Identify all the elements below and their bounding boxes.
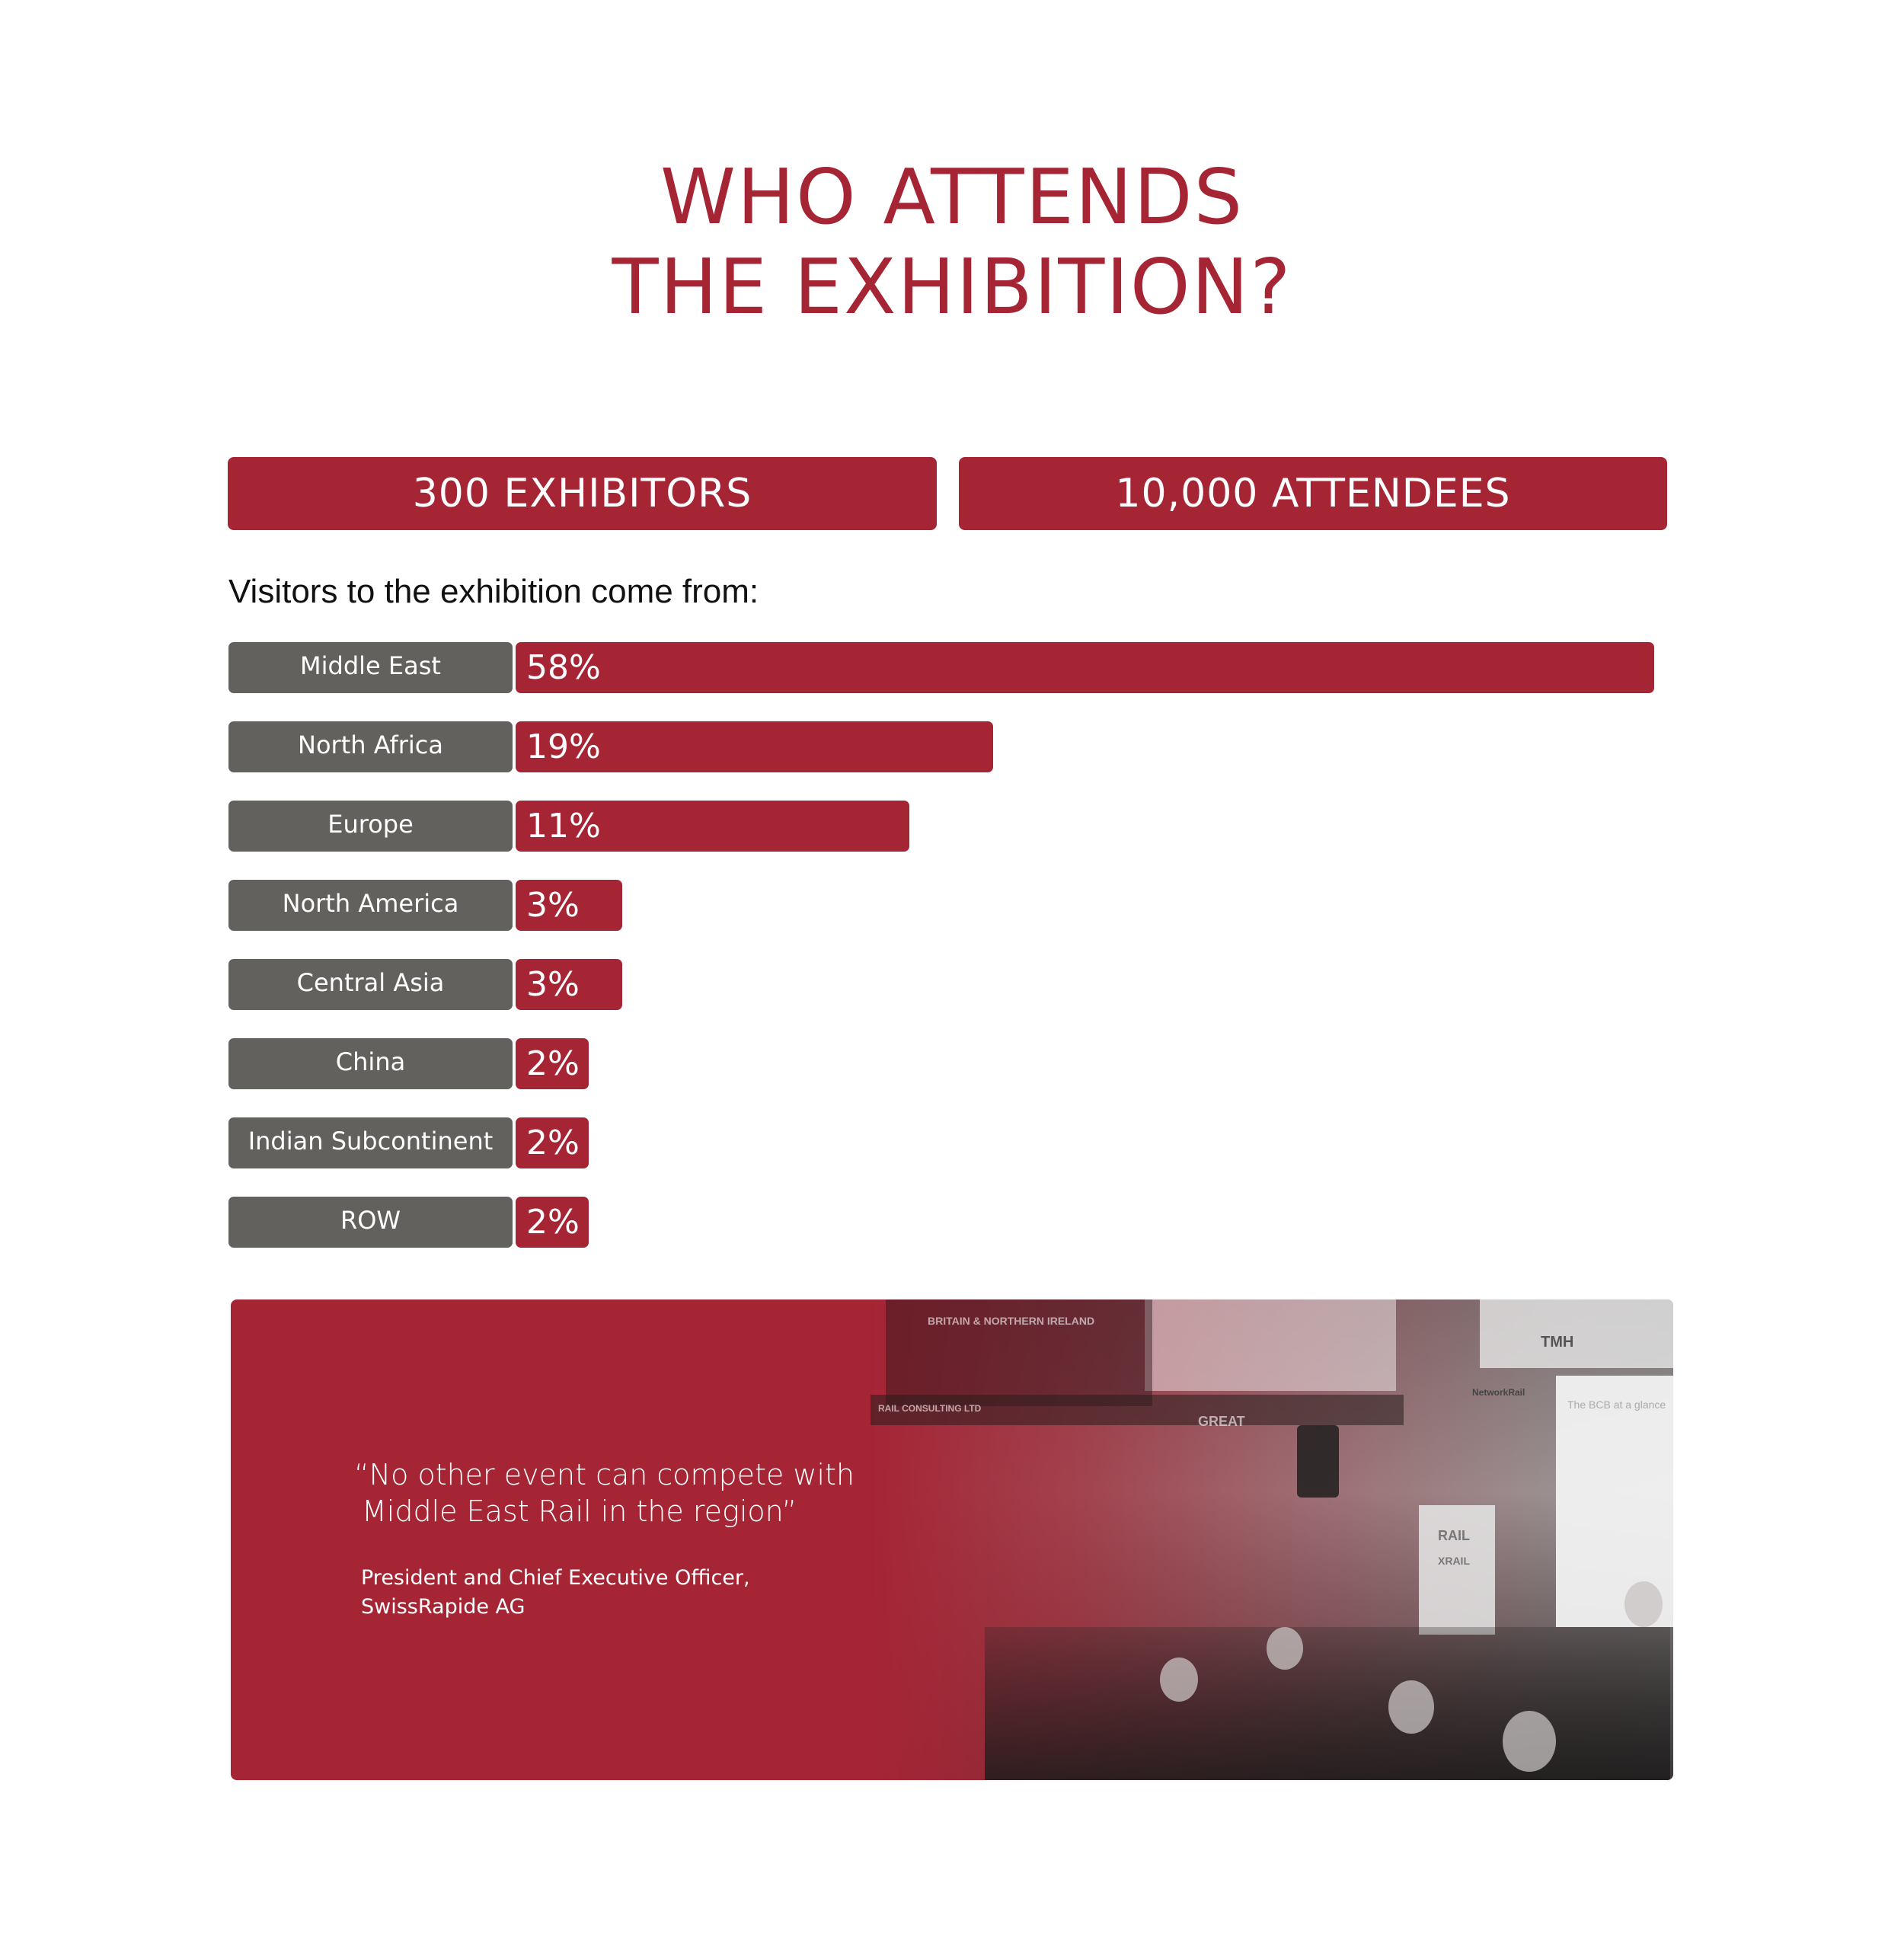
percentage-value: 11%	[526, 807, 601, 846]
percentage-bar: 19%	[516, 721, 993, 772]
chart-row-europe: Europe 11%	[228, 801, 1676, 852]
photo-tmh-text: TMH	[1541, 1334, 1574, 1351]
attribution-role: President and Chief Executive Officer,	[361, 1566, 750, 1590]
region-label: North America	[228, 880, 513, 931]
photo-podium	[1419, 1505, 1495, 1635]
chart-row-north-africa: North Africa 19%	[228, 721, 1676, 772]
quote-line-1: “No other event can compete with	[354, 1458, 855, 1491]
attendees-stat-box: 10,000 ATTENDEES	[959, 457, 1667, 530]
region-label: ROW	[228, 1197, 513, 1248]
percentage-bar: 3%	[516, 880, 622, 931]
percentage-value: 2%	[526, 1203, 580, 1242]
exhibitors-stat-text: 300 EXHIBITORS	[412, 471, 752, 516]
percentage-bar: 58%	[516, 642, 1654, 693]
percentage-bar: 2%	[516, 1117, 589, 1168]
photo-ceiling	[1145, 1299, 1396, 1391]
photo-banner-text: BRITAIN & NORTHERN IRELAND	[928, 1315, 1095, 1327]
region-label: Middle East	[228, 642, 513, 693]
region-label: Europe	[228, 801, 513, 852]
photo-tmh-booth	[1480, 1299, 1673, 1368]
percentage-bar: 3%	[516, 959, 622, 1010]
testimonial-attribution: President and Chief Executive Officer, S…	[361, 1564, 750, 1622]
photo-audience-head	[1388, 1680, 1434, 1734]
chart-row-row: ROW 2%	[228, 1197, 1676, 1248]
chart-row-indian-subcontinent: Indian Subcontinent 2%	[228, 1117, 1676, 1168]
percentage-value: 3%	[526, 965, 580, 1004]
photo-networkrail-text: NetworkRail	[1472, 1387, 1525, 1398]
photo-fascia-text: RAIL CONSULTING LTD	[878, 1403, 982, 1414]
exhibition-photo: BRITAIN & NORTHERN IRELAND RAIL CONSULTI…	[871, 1299, 1673, 1780]
photo-audience-head	[1160, 1657, 1198, 1702]
photo-audience	[985, 1627, 1670, 1780]
percentage-bar: 2%	[516, 1197, 589, 1248]
attribution-company: SwissRapide AG	[361, 1595, 526, 1619]
attendees-stat-text: 10,000 ATTENDEES	[1115, 471, 1511, 516]
region-label: China	[228, 1038, 513, 1089]
photo-loudspeaker	[1297, 1425, 1339, 1498]
percentage-value: 2%	[526, 1124, 580, 1162]
percentage-value: 19%	[526, 727, 601, 766]
page-title: WHO ATTENDS THE EXHIBITION?	[0, 152, 1904, 332]
photo-podium-rail-text: RAIL	[1438, 1528, 1470, 1543]
percentage-bar: 11%	[516, 801, 909, 852]
chart-row-middle-east: Middle East 58%	[228, 642, 1676, 693]
photo-audience-head	[1624, 1581, 1663, 1627]
exhibitors-stat-box: 300 EXHIBITORS	[228, 457, 937, 530]
percentage-value: 2%	[526, 1044, 580, 1083]
region-label: Central Asia	[228, 959, 513, 1010]
title-line-1: WHO ATTENDS	[660, 152, 1244, 241]
photo-podium-xrail-text: XRAIL	[1438, 1555, 1470, 1567]
chart-subtitle: Visitors to the exhibition come from:	[228, 573, 759, 610]
photo-slide-title: The BCB at a glance	[1567, 1399, 1666, 1411]
region-label: North Africa	[228, 721, 513, 772]
photo-audience-head	[1267, 1627, 1303, 1670]
quote-line-2: Middle East Rail in the region”	[362, 1494, 797, 1528]
chart-row-central-asia: Central Asia 3%	[228, 959, 1676, 1010]
percentage-value: 3%	[526, 886, 580, 925]
testimonial-panel: BRITAIN & NORTHERN IRELAND RAIL CONSULTI…	[231, 1299, 1673, 1780]
chart-row-china: China 2%	[228, 1038, 1676, 1089]
title-line-2: THE EXHIBITION?	[612, 242, 1292, 331]
percentage-bar: 2%	[516, 1038, 589, 1089]
photo-uk-banner	[886, 1299, 1152, 1406]
photo-booth-fascia	[871, 1395, 1404, 1425]
region-label: Indian Subcontinent	[228, 1117, 513, 1168]
testimonial-quote: “No other event can compete with Middle …	[354, 1456, 855, 1530]
percentage-value: 58%	[526, 648, 601, 687]
photo-great-text: GREAT	[1198, 1414, 1245, 1429]
photo-audience-head	[1503, 1711, 1556, 1772]
chart-row-north-america: North America 3%	[228, 880, 1676, 931]
